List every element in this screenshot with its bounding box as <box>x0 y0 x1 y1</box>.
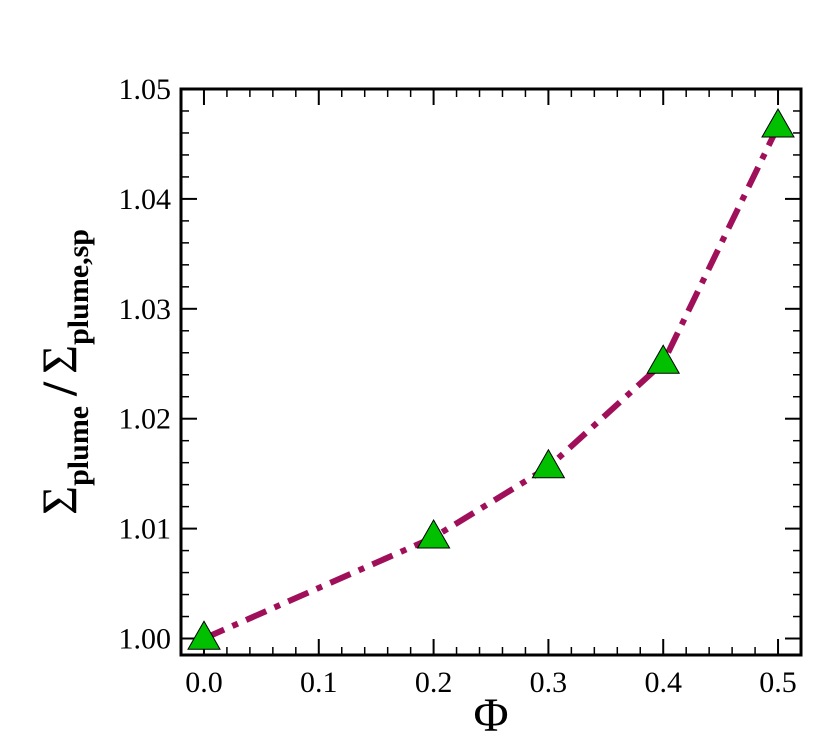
y-axis-label: Σplume / Σplume,sp <box>31 229 95 515</box>
series-line <box>202 125 781 642</box>
markers <box>187 107 795 650</box>
y-tick-label: 1.04 <box>119 183 172 216</box>
y-label-slash: / <box>31 381 87 397</box>
y-tick-label: 1.01 <box>119 513 172 546</box>
data-point-marker <box>761 107 795 138</box>
x-tick-label: 0.5 <box>759 666 797 699</box>
data-point-marker <box>416 518 451 549</box>
x-tick-label: 0.2 <box>415 666 453 699</box>
x-tick-label: 0.4 <box>644 666 682 699</box>
x-tick-label: 0.1 <box>300 666 338 699</box>
tick-labels: 0.0 0.1 0.2 0.3 0.4 0.5 1.00 1.01 1.02 1.03 1.04 1.… <box>119 73 797 699</box>
x-axis-label: Φ <box>473 689 508 739</box>
x-tick-label: 0.3 <box>530 666 568 699</box>
data-point-marker <box>646 344 681 374</box>
ticks <box>180 88 801 655</box>
y-tick-label: 1.00 <box>119 623 172 656</box>
y-label-sub-2: plume,sp <box>62 229 95 345</box>
y-label-sub-1: plume <box>62 406 95 486</box>
data-point-marker <box>531 448 566 479</box>
data-point-marker <box>187 620 221 650</box>
y-tick-label: 1.03 <box>119 293 172 326</box>
y-label-sigma-2: Σ <box>31 345 87 374</box>
x-tick-label: 0.0 <box>185 666 223 699</box>
y-label-sigma-1: Σ <box>31 486 87 515</box>
y-tick-label: 1.05 <box>119 73 172 106</box>
plot-frame <box>179 87 803 657</box>
y-tick-label: 1.02 <box>119 403 172 436</box>
